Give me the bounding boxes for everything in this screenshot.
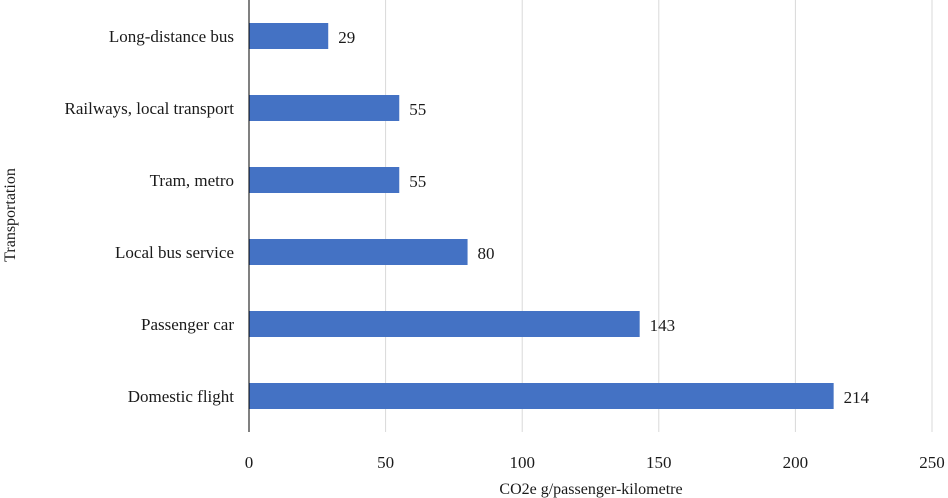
x-tick-label: 250 <box>919 453 945 472</box>
x-tick-label: 150 <box>646 453 672 472</box>
data-label: 143 <box>650 316 676 335</box>
bar-long-distance-bus <box>249 23 329 49</box>
data-label: 80 <box>478 244 495 263</box>
category-label: Railways, local transport <box>65 99 235 118</box>
x-tick-label: 200 <box>783 453 809 472</box>
category-label: Local bus service <box>115 243 234 262</box>
bars <box>249 23 834 409</box>
category-label: Tram, metro <box>150 171 234 190</box>
x-tick-label: 50 <box>377 453 394 472</box>
category-label: Long-distance bus <box>109 27 234 46</box>
bar-passenger-car <box>249 311 640 337</box>
category-label: Passenger car <box>141 315 234 334</box>
labels: 0 50 100 150 200 250 Long-distance bus 29 Railwa… <box>65 27 945 472</box>
x-axis-title: CO2e g/passenger-kilometre <box>499 481 682 498</box>
data-label: 55 <box>409 100 426 119</box>
category-label: Domestic flight <box>128 387 235 406</box>
x-tick-label: 0 <box>245 453 254 472</box>
x-tick-label: 100 <box>509 453 535 472</box>
data-label: 29 <box>338 28 355 47</box>
y-axis-title: Transportation <box>2 168 19 262</box>
bar-railways-local-transport <box>249 95 400 121</box>
data-label: 214 <box>844 388 870 407</box>
bar-local-bus-service <box>249 239 468 265</box>
gridlines <box>385 0 933 432</box>
bar-tram-metro <box>249 167 400 193</box>
data-label: 55 <box>409 172 426 191</box>
bar-domestic-flight <box>249 383 834 409</box>
